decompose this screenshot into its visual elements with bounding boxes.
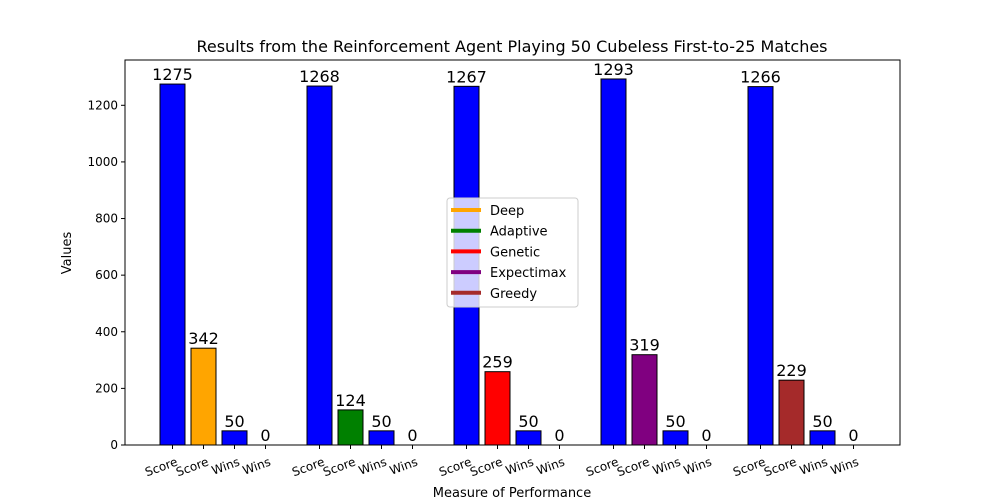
bar: [221, 430, 248, 446]
bar-value-label: 342: [188, 329, 219, 348]
legend-label: Expectimax: [490, 266, 567, 281]
bar-value-label: 1266: [740, 68, 781, 87]
bar-value-label: 1267: [446, 67, 487, 86]
bar: [778, 379, 805, 446]
chart-title: Results from the Reinforcement Agent Pla…: [196, 37, 827, 56]
bar: [600, 78, 627, 446]
x-tick-label: Score: [174, 455, 210, 480]
legend-label: Adaptive: [490, 225, 548, 240]
bar-value-label: 0: [701, 426, 711, 445]
x-tick-label: Score: [468, 455, 504, 480]
x-tick-label: Wins: [829, 455, 861, 478]
y-tick-label: 200: [95, 381, 118, 395]
x-tick-label: Score: [762, 455, 798, 480]
bar: [747, 86, 774, 446]
bar-value-label: 50: [665, 412, 685, 431]
x-tick-label: Score: [321, 455, 357, 480]
y-tick-label: 600: [95, 268, 118, 282]
x-axis-label: Measure of Performance: [433, 486, 591, 500]
legend: Deep Adaptive Genetic Expectimax Greedy: [446, 197, 579, 308]
bar-value-label: 0: [848, 426, 858, 445]
y-tick-label: 0: [110, 438, 118, 452]
bar-value-label: 1268: [299, 67, 340, 86]
bar-value-label: 50: [812, 412, 832, 431]
bar-value-label: 0: [554, 426, 564, 445]
bar: [631, 354, 658, 446]
bars-layer: 1275 342 50 0 1268 124 50 0 1267 259 50 0 1293 319 50 0…: [152, 60, 859, 446]
x-tick-label: Wins: [651, 455, 683, 478]
bar-value-label: 50: [518, 412, 538, 431]
x-tick-label: Wins: [798, 455, 830, 478]
bar: [515, 430, 542, 446]
bar-value-label: 0: [407, 426, 417, 445]
legend-box: [446, 197, 579, 308]
bar: [306, 85, 333, 446]
bar-value-label: 1293: [593, 60, 634, 79]
x-tick-label: Wins: [504, 455, 536, 478]
x-tick-label: Wins: [357, 455, 389, 478]
y-tick-label: 400: [95, 325, 118, 339]
bar: [484, 371, 511, 446]
x-tick-label: Wins: [241, 455, 273, 478]
legend-label: Genetic: [490, 245, 540, 260]
bar: [337, 409, 364, 446]
y-tick-label: 1200: [87, 98, 118, 112]
bar: [368, 430, 395, 446]
x-tick-label: Score: [615, 455, 651, 480]
y-tick-label: 1000: [87, 155, 118, 169]
x-tick-label: Wins: [682, 455, 714, 478]
bar: [190, 347, 217, 446]
x-tick-label: Wins: [535, 455, 567, 478]
x-tick-label: Wins: [210, 455, 242, 478]
x-tick-label: Wins: [388, 455, 420, 478]
bar-value-label: 50: [371, 412, 391, 431]
bar-value-label: 124: [335, 391, 366, 410]
y-axis: 0 200 400 600 800 1000 1200: [87, 98, 125, 452]
bar-value-label: 319: [629, 336, 660, 355]
y-axis-label: Values: [60, 232, 75, 275]
bar: [662, 430, 689, 446]
bar: [159, 83, 186, 446]
bar-value-label: 229: [776, 361, 807, 380]
bar-value-label: 259: [482, 353, 513, 372]
bar-value-label: 0: [260, 426, 270, 445]
legend-label: Deep: [490, 204, 524, 219]
legend-label: Greedy: [490, 287, 537, 302]
bar: [809, 430, 836, 446]
bar-value-label: 1275: [152, 65, 193, 84]
plot-frame: [124, 59, 901, 446]
y-tick-label: 800: [95, 212, 118, 226]
bar-value-label: 50: [224, 412, 244, 431]
